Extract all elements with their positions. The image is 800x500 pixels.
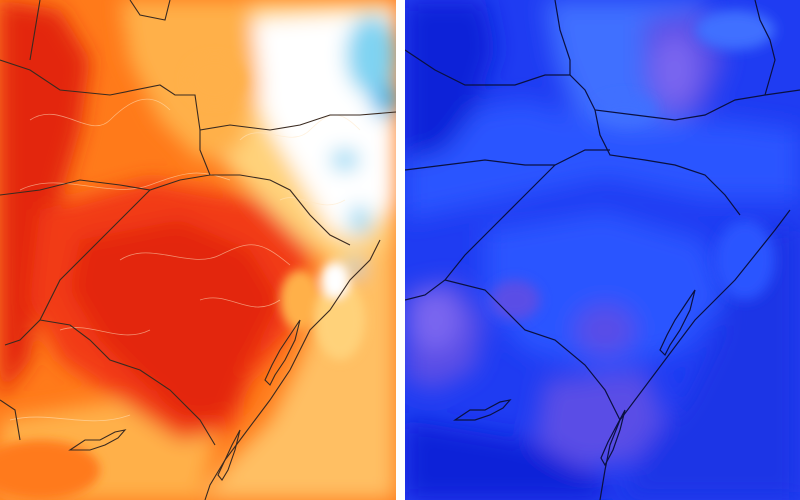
cold-violet-blob-1 [490, 280, 540, 320]
cold-border-uruguay-river [405, 164, 556, 301]
warm-border-north [0, 59, 396, 131]
cold-violet-spot-3 [575, 305, 635, 355]
cold-mid-blob-1 [715, 220, 775, 300]
warm-light-blob-1 [185, 55, 245, 105]
cold-light-blob-1 [695, 10, 775, 50]
cold-lagoon-mirim [600, 409, 626, 467]
cold-coastline [599, 209, 791, 500]
cold-map-detail [490, 10, 775, 320]
cold-deep-west [405, 0, 495, 160]
cold-deep-south [405, 420, 605, 500]
warm-border-west [0, 174, 211, 196]
cold-border-state [594, 109, 741, 216]
warm-pale-blob-1 [315, 280, 365, 360]
warm-lake-west [68, 429, 127, 451]
cold-borders [405, 0, 800, 500]
warm-contour-7 [279, 197, 346, 206]
cold-map [405, 0, 800, 500]
warm-cold-patch-5 [347, 260, 363, 276]
cold-border-top [554, 0, 571, 75]
warm-contour-3 [119, 244, 291, 266]
warm-contour-2 [19, 172, 231, 191]
warm-cold-patch-4 [350, 206, 370, 234]
cold-violet-spot-1 [653, 35, 697, 105]
warm-cold-patch-2 [371, 82, 396, 118]
warm-contours [9, 98, 361, 422]
cold-border-west [405, 149, 610, 171]
cold-mid-band [405, 100, 800, 220]
warm-border-uruguay-river [4, 189, 151, 346]
warm-contour-8 [9, 414, 131, 422]
cold-border-top-right [754, 0, 776, 96]
warm-map-detail [0, 55, 365, 500]
warm-lagoon-mirim [217, 429, 241, 481]
cold-light-blob-2 [595, 96, 655, 124]
cold-border-north [405, 49, 800, 121]
warm-cold-patch-1 [346, 15, 396, 95]
warm-borders [0, 0, 396, 500]
cold-map-panel [405, 0, 800, 500]
warm-map-panel [0, 0, 396, 500]
cold-violet-south [535, 370, 665, 470]
warm-light-blob-2 [280, 270, 320, 330]
panel-divider [396, 0, 405, 500]
warm-base-blob-1 [0, 440, 100, 500]
warm-cold-patch-3 [331, 150, 359, 170]
warm-border-far-west [0, 399, 21, 441]
cold-lagoon-patos [659, 289, 696, 357]
warm-border-left-north [29, 0, 41, 61]
cold-border-uruguay [444, 279, 621, 421]
warm-contour-5 [59, 327, 151, 336]
cold-violet-spot-2 [410, 290, 460, 350]
warm-map [0, 0, 396, 500]
cold-mid-center [485, 210, 725, 370]
warm-border-uruguay [39, 319, 216, 446]
warm-contour-1 [29, 98, 171, 127]
warm-white-blob-1 [321, 262, 349, 298]
cold-lake-west [453, 399, 512, 421]
warm-contour-4 [199, 297, 281, 308]
warm-contour-6 [239, 114, 361, 141]
warm-lagoon-patos [264, 319, 301, 386]
warm-border-state [199, 130, 351, 246]
warm-border-top [129, 0, 171, 21]
warm-deep-west [0, 0, 90, 400]
warm-deep-spot [155, 340, 245, 420]
